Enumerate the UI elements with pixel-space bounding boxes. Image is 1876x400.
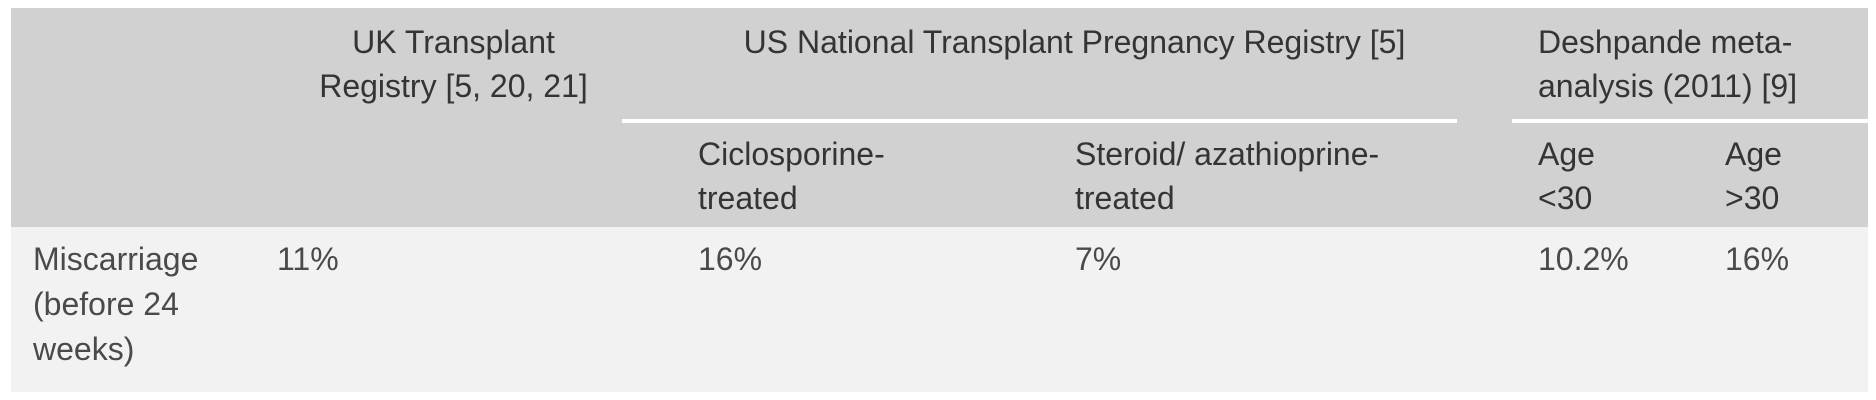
data-row-miscarriage: Miscarriage (before 24 weeks) 11% 16% 7%… <box>11 227 1868 392</box>
cell-steroid-azathioprine-value: 7% <box>1053 227 1457 392</box>
subheader-age-under-30: Age <30 <box>1512 121 1700 227</box>
subheader-age-over-30: Age >30 <box>1700 121 1868 227</box>
subheader-steroid-azathioprine-treated: Steroid/ azathioprine- treated <box>1053 121 1457 227</box>
cell-ciclosporine-value: 16% <box>622 227 1053 392</box>
cell-gap-spacer <box>1457 227 1512 392</box>
corner-blank-cell <box>11 8 255 227</box>
cell-age-under-30-value: 10.2% <box>1512 227 1700 392</box>
col-header-uk-transplant-registry: UK Transplant Registry [5, 20, 21] <box>255 8 622 227</box>
cell-uk-registry-value: 11% <box>255 227 622 392</box>
header-row-secondary: Ciclosporine- treated Steroid/ azathiopr… <box>11 121 1868 227</box>
pregnancy-outcomes-table: UK Transplant Registry [5, 20, 21] US Na… <box>11 8 1868 392</box>
column-gap-spacer <box>1457 8 1512 227</box>
col-header-deshpande-meta-analysis: Deshpande meta- analysis (2011) [9] <box>1512 8 1868 123</box>
cell-age-over-30-value: 16% <box>1700 227 1868 392</box>
col-header-us-ntpr: US National Transplant Pregnancy Registr… <box>622 8 1457 123</box>
row-label-miscarriage: Miscarriage (before 24 weeks) <box>11 227 255 392</box>
header-row-primary: UK Transplant Registry [5, 20, 21] US Na… <box>11 8 1868 227</box>
subheader-ciclosporine-treated: Ciclosporine- treated <box>622 121 1053 227</box>
